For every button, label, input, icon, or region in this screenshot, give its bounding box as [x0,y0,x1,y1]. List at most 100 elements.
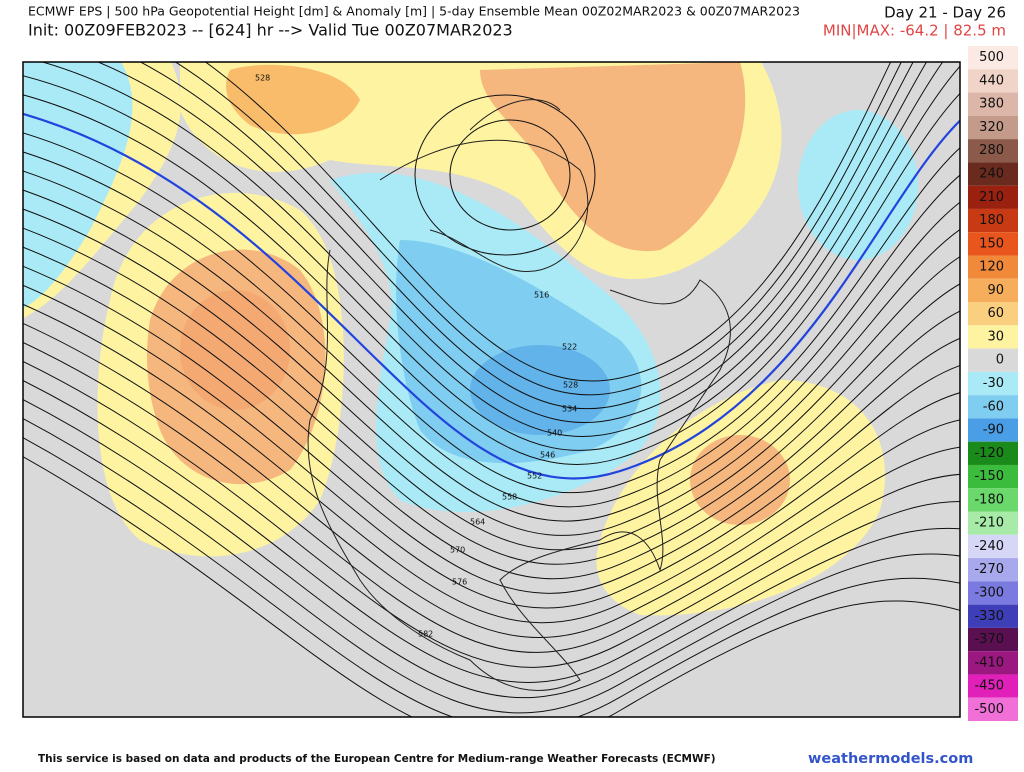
colorbar-label: 0 [996,353,1004,368]
colorbar-swatch [968,348,1018,372]
colorbar-label: -300 [974,585,1004,600]
colorbar-swatch [968,162,1018,186]
height-contour [23,303,960,624]
height-contour [23,284,960,609]
colorbar-label: 440 [979,73,1004,88]
minmax: MIN|MAX: -64.2 | 82.5 m [823,22,1006,40]
height-contour [174,62,902,396]
height-contour [23,92,960,465]
colorbar-swatch [968,511,1018,535]
title: ECMWF EPS | 500 hPa Geopotential Height … [28,4,800,19]
colorbar-label: 60 [987,306,1004,321]
colorbar-swatch [968,139,1018,163]
colorbar-swatch [968,674,1018,698]
colorbar-label: -410 [974,655,1004,670]
height-contour [23,418,960,714]
colorbar-swatch [968,255,1018,279]
height-contour [23,456,960,717]
height-contour [23,360,960,668]
colorbar-label: 320 [979,120,1004,135]
site-link[interactable]: weathermodels.com [808,751,973,767]
anomaly-peach [180,290,290,410]
map-frame [22,61,961,718]
credit: This service is based on data and produc… [38,753,716,765]
colorbar-swatch [968,278,1018,303]
period: Day 21 - Day 26 [884,4,1006,22]
height-contour [23,399,960,699]
height-contour [139,62,914,410]
coastline [469,99,561,131]
colorbar-swatch [968,46,1018,70]
anomaly-orange [480,62,746,252]
colorbar-swatch [968,418,1018,442]
colorbar-swatch [968,115,1018,140]
contour-label: 546 [540,451,555,460]
height-contour [40,62,944,437]
colorbar-label: -30 [983,376,1004,391]
colorbar-label: 120 [979,260,1004,275]
colorbar-swatch [968,464,1018,489]
colorbar-label: -500 [974,702,1004,717]
height-contour [96,62,928,424]
colorbar-label: -60 [983,399,1004,414]
colorbar-swatch [968,325,1018,349]
colorbar-label: -330 [974,609,1004,624]
height-contour [23,437,960,717]
height-contour [23,379,960,683]
anomaly-orange [226,64,360,135]
colorbar-swatch [968,302,1018,326]
colorbar-swatch [968,488,1018,512]
height-contour [23,132,960,494]
contour-label: 516 [534,291,549,300]
colorbar-label: -210 [974,516,1004,531]
height-contour [23,265,960,594]
height-contour [23,246,960,580]
height-contour [23,189,960,536]
colorbar-swatch [968,627,1018,652]
colorbar-label: -370 [974,632,1004,647]
colorbar-swatch [968,232,1018,256]
colorbar-swatch [968,371,1018,396]
contour-label: 540 [547,429,562,438]
colorbar-label: 30 [987,329,1004,344]
colorbar-label: 240 [979,167,1004,182]
colorbar-swatch [968,651,1018,675]
anomaly-orange [690,435,790,525]
height-contour [23,170,960,522]
contour-label: 558 [502,493,517,502]
height-contour [23,65,960,451]
colorbar-swatch [968,604,1018,628]
colorbar-label: 90 [987,283,1004,298]
map: 528 516 522 528 534 540 546 552 558 564 … [23,62,960,717]
contour-label: 564 [470,518,485,527]
colorbar-label: -150 [974,469,1004,484]
colorbar-swatch [968,697,1018,721]
anomaly-blue [798,110,918,260]
contour-label: 522 [562,343,577,352]
colorbar-swatch [968,92,1018,116]
colorbar-swatch [968,581,1018,605]
contour-label: 552 [527,472,542,481]
colorbar-label: -90 [983,423,1004,438]
height-contour [23,341,960,653]
height-contour [23,322,960,638]
colorbar-label: -240 [974,539,1004,554]
colorbar-label: -450 [974,679,1004,694]
colorbar-label: 280 [979,143,1004,158]
colorbar-swatch [968,395,1018,419]
colorbar-label: -270 [974,562,1004,577]
colorbar-label: 500 [979,50,1004,65]
contour-label: 576 [452,578,467,587]
colorbar-label: 210 [979,190,1004,205]
colorbar-swatch [968,69,1018,93]
height-contour [414,94,596,256]
colorbar-label: 180 [979,213,1004,228]
colorbar-swatch [968,208,1018,233]
colorbar-label: -120 [974,446,1004,461]
colorbar-swatch [968,441,1018,465]
colorbar-label: 380 [979,97,1004,112]
height-contour [23,151,960,508]
colorbar-swatch [968,558,1018,582]
contour-label: 582 [418,630,433,639]
